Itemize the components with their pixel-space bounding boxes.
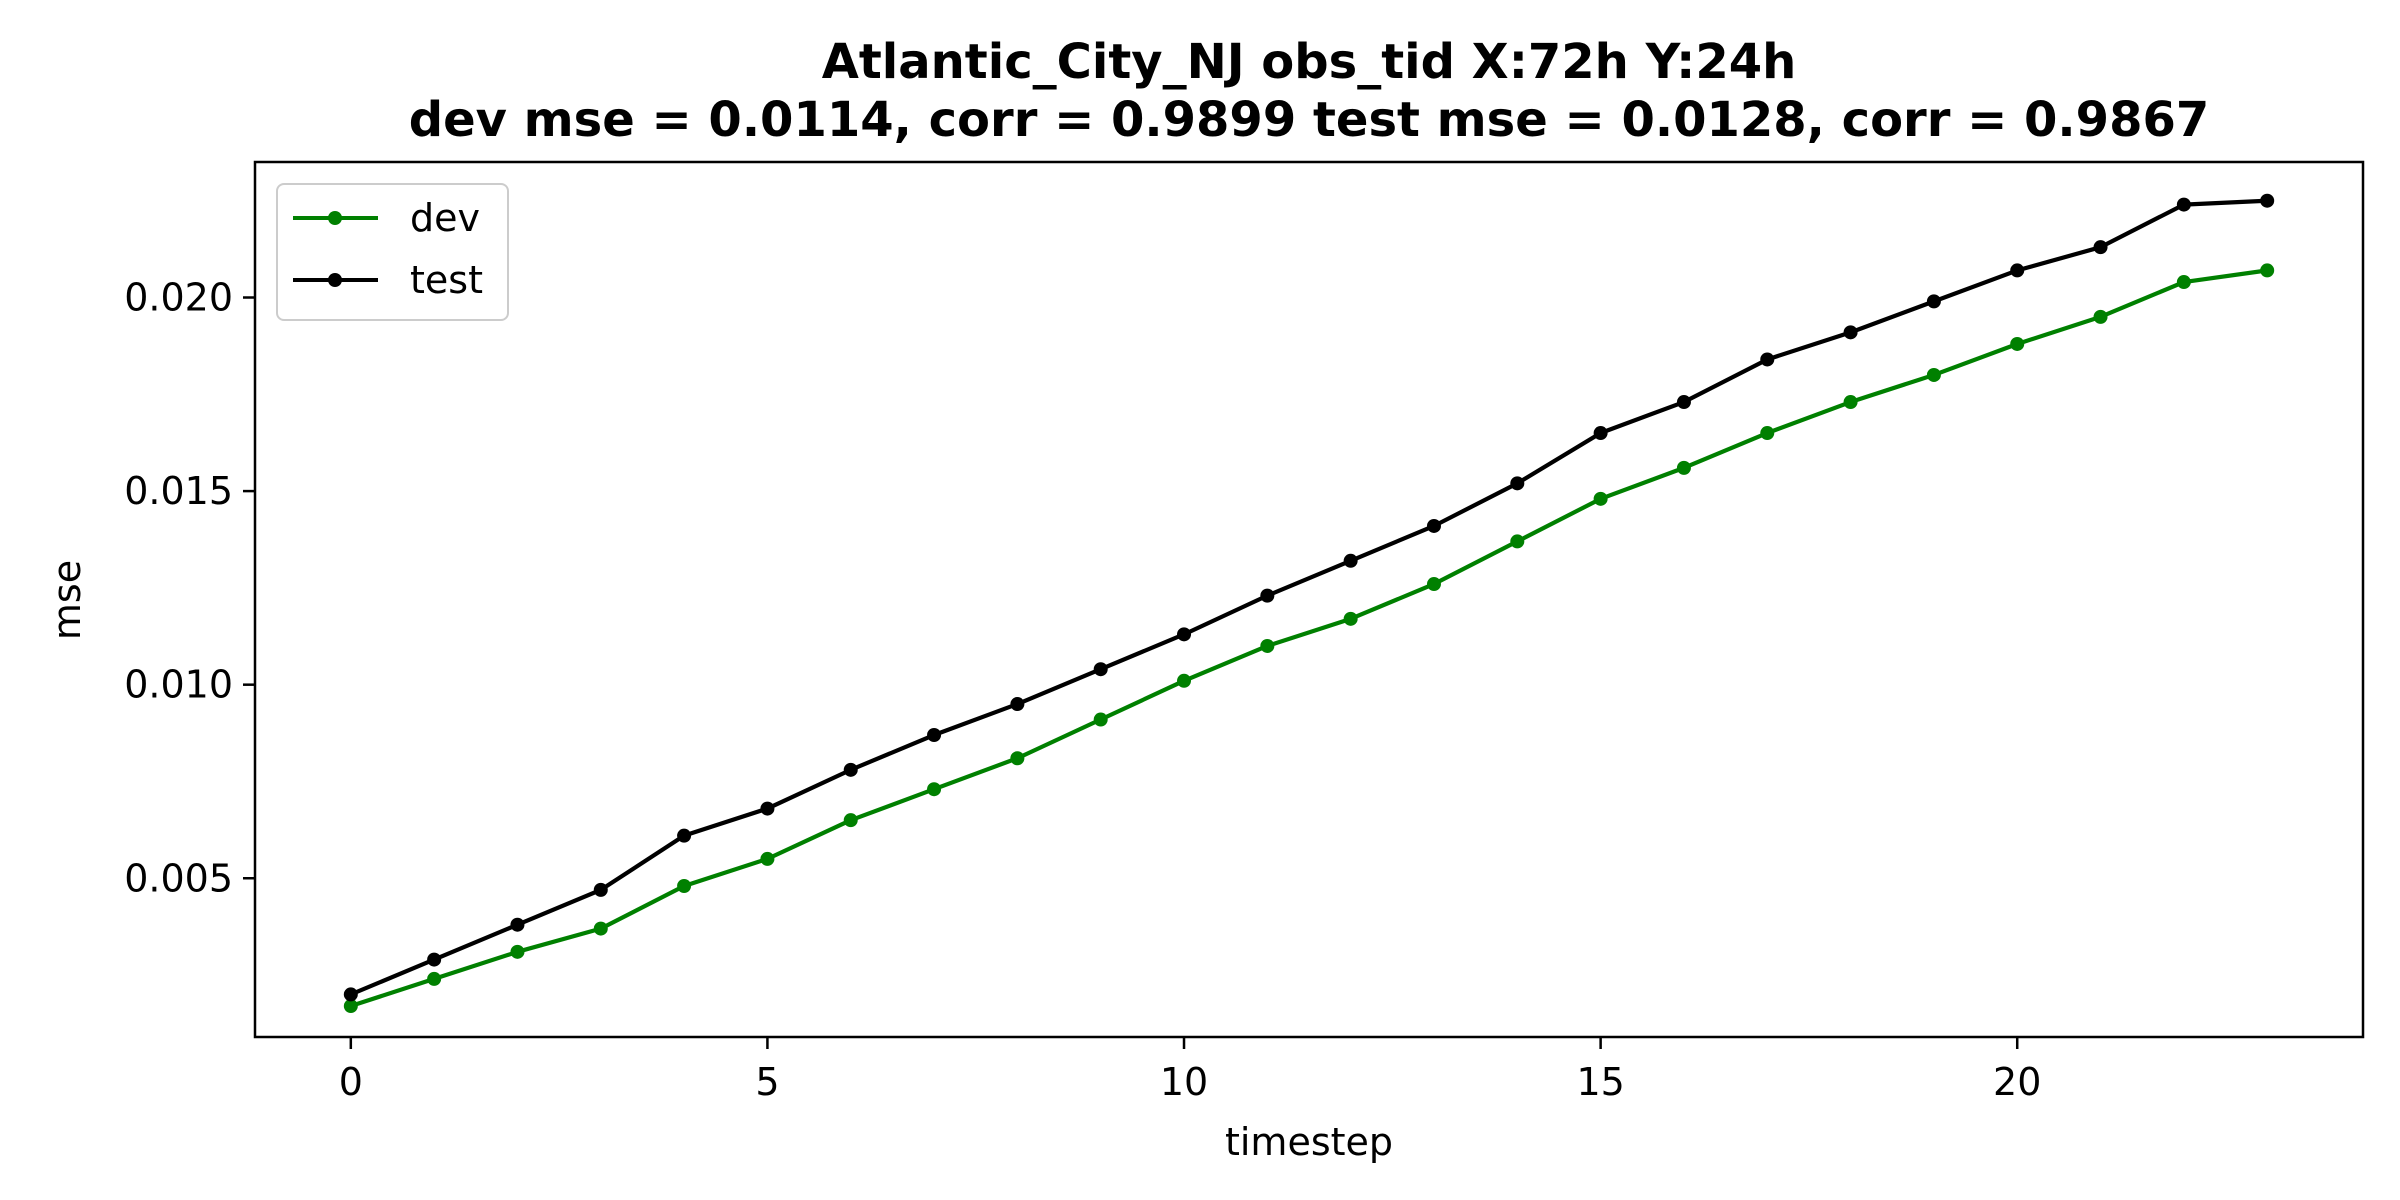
- x-tick-label: 10: [1160, 1060, 1208, 1104]
- data-point-dev: [1843, 395, 1858, 410]
- data-point-test: [677, 828, 692, 843]
- series-line-test: [348, 198, 2270, 998]
- data-point-test: [1010, 697, 1025, 712]
- data-point-test: [1843, 325, 1858, 340]
- plot-frame: [253, 160, 2365, 1039]
- y-tick-label: 0.015: [124, 469, 233, 513]
- data-point-dev: [1593, 491, 1608, 506]
- data-point-dev: [510, 944, 525, 959]
- data-point-test: [2260, 193, 2275, 208]
- chart-title-line2: dev mse = 0.0114, corr = 0.9899 test mse…: [409, 92, 2210, 148]
- data-point-test: [1093, 662, 1108, 677]
- data-point-test: [343, 987, 358, 1002]
- x-tick-label: 5: [755, 1060, 779, 1104]
- data-point-dev: [760, 851, 775, 866]
- data-point-test: [1926, 294, 1941, 309]
- data-point-test: [760, 801, 775, 816]
- chart-title-line1: Atlantic_City_NJ obs_tid X:72h Y:24h: [822, 34, 1797, 90]
- data-point-test: [2176, 197, 2191, 212]
- series-line-dev: [348, 268, 2270, 1009]
- data-point-dev: [843, 813, 858, 828]
- data-point-test: [427, 952, 442, 967]
- data-point-dev: [1926, 367, 1941, 382]
- x-axis-label: timestep: [1225, 1120, 1393, 1164]
- data-point-dev: [1343, 611, 1358, 626]
- data-point-dev: [1093, 712, 1108, 727]
- data-point-test: [593, 882, 608, 897]
- data-point-test: [927, 728, 942, 743]
- legend-dev-marker: [328, 211, 342, 225]
- data-point-dev: [1177, 673, 1192, 688]
- data-point-dev: [1676, 460, 1691, 475]
- data-point-test: [510, 917, 525, 932]
- y-tick-label: 0.010: [124, 663, 233, 707]
- y-tick-label: 0.020: [124, 276, 233, 320]
- data-point-test: [843, 762, 858, 777]
- data-point-test: [1177, 627, 1192, 642]
- x-tick-label: 0: [339, 1060, 363, 1104]
- data-point-dev: [927, 782, 942, 797]
- data-point-test: [1343, 553, 1358, 568]
- data-point-dev: [2010, 336, 2025, 351]
- data-point-dev: [1426, 577, 1441, 592]
- y-axis: 0.005 0.010 0.015 0.020: [124, 276, 255, 900]
- data-point-dev: [2093, 309, 2108, 324]
- data-point-dev: [1760, 426, 1775, 441]
- data-point-dev: [677, 879, 692, 894]
- y-axis-label: mse: [45, 560, 89, 640]
- data-point-test: [1593, 426, 1608, 441]
- x-tick-label: 20: [1993, 1060, 2041, 1104]
- data-point-test: [2093, 240, 2108, 255]
- data-point-test: [1676, 395, 1691, 410]
- data-point-dev: [2260, 263, 2275, 278]
- data-point-test: [1760, 352, 1775, 367]
- data-point-test: [2010, 263, 2025, 278]
- legend: dev test: [276, 183, 509, 321]
- data-point-dev: [593, 921, 608, 936]
- data-point-test: [1426, 518, 1441, 533]
- y-tick-label: 0.005: [124, 856, 233, 900]
- x-tick-label: 15: [1576, 1060, 1624, 1104]
- data-point-dev: [2176, 275, 2191, 290]
- legend-test-marker: [328, 273, 342, 287]
- data-point-dev: [1010, 751, 1025, 766]
- x-axis: 0 5 10 15 20: [339, 1037, 2041, 1104]
- data-point-dev: [343, 999, 358, 1014]
- legend-test-label: test: [410, 258, 483, 302]
- data-point-dev: [427, 971, 442, 986]
- data-point-dev: [1510, 534, 1525, 549]
- legend-dev-label: dev: [410, 196, 480, 240]
- data-point-dev: [1260, 638, 1275, 653]
- data-point-test: [1260, 588, 1275, 603]
- data-point-test: [1510, 476, 1525, 491]
- series-layer: [343, 193, 2275, 1014]
